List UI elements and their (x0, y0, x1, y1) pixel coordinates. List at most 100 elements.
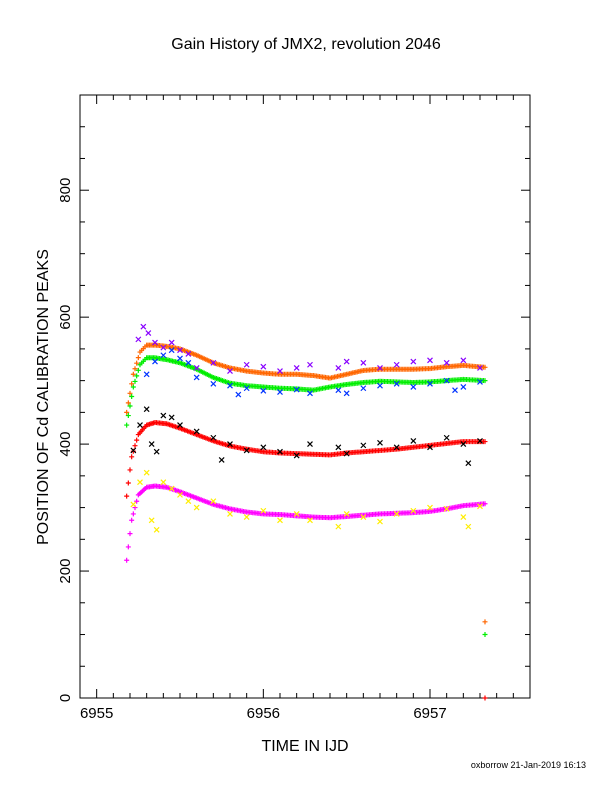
cross-marker (145, 330, 152, 336)
cross-marker (227, 441, 233, 448)
plus-marker (129, 381, 135, 387)
cross-marker (243, 447, 250, 454)
cross-marker (148, 517, 155, 524)
plus-marker (129, 394, 135, 399)
plus-marker (134, 360, 140, 366)
plus-marker (134, 498, 140, 504)
cross-marker (210, 359, 217, 366)
cross-marker (343, 358, 350, 365)
cross-marker (393, 511, 400, 517)
cross-marker (307, 441, 313, 448)
plus-marker (482, 632, 488, 638)
cross-marker (168, 347, 175, 354)
cross-marker (152, 358, 158, 365)
plus-marker (482, 695, 488, 701)
cross-marker (293, 452, 300, 459)
cross-marker (477, 503, 483, 510)
cross-marker (160, 344, 167, 351)
footer-stamp: oxborrow 21-Jan-2019 16:13 (470, 760, 586, 770)
cross-marker (177, 355, 183, 362)
plus-marker (124, 493, 130, 499)
cross-marker (307, 390, 313, 397)
plus-marker (130, 511, 136, 517)
y-tick-label: 800 (57, 178, 74, 203)
cross-marker (168, 339, 175, 346)
axis-ticks: 6955 6956 6957 0 200 400 600 800 (57, 94, 531, 722)
cross-marker (335, 365, 342, 371)
cross-marker (307, 517, 313, 524)
cross-marker (410, 438, 417, 444)
cross-marker (160, 412, 167, 419)
cross-marker (168, 485, 175, 492)
cross-marker (143, 469, 150, 476)
x-tick-label: 6956 (247, 705, 280, 722)
cross-marker (177, 422, 183, 428)
cross-marker (335, 523, 342, 530)
plus-marker (482, 619, 488, 625)
cross-marker (260, 444, 267, 451)
cross-marker (218, 457, 225, 463)
cross-marker (243, 514, 250, 521)
chart-title: Gain History of JMX2, revolution 2046 (171, 36, 441, 53)
cross-marker (227, 511, 233, 517)
cross-marker (177, 491, 183, 498)
cross-marker (377, 518, 383, 525)
cross-marker (443, 377, 450, 384)
cross-marker (185, 351, 192, 357)
cross-marker (460, 384, 467, 390)
cross-marker (293, 386, 300, 393)
cross-marker (143, 406, 150, 413)
cross-marker (377, 382, 383, 389)
x-axis-label: TIME IN IJD (261, 738, 349, 755)
cross-marker (193, 374, 200, 381)
cross-marker (452, 387, 458, 394)
plus-marker (132, 378, 138, 384)
cross-marker (410, 384, 417, 390)
cross-marker (243, 385, 250, 392)
cross-marker (410, 358, 417, 365)
cross-marker (460, 441, 467, 448)
cross-marker (477, 438, 483, 444)
plot-frame (79, 94, 531, 699)
cross-marker (343, 390, 350, 397)
cross-marker (293, 365, 300, 371)
cross-marker (185, 498, 192, 505)
cross-marker (260, 387, 267, 394)
cross-marker (143, 371, 150, 378)
cross-marker (160, 479, 167, 486)
cross-marker (360, 442, 367, 449)
plus-marker (127, 390, 133, 396)
plus-marker (129, 454, 135, 460)
cross-marker (193, 365, 200, 371)
plus-marker (125, 400, 131, 406)
cross-marker (443, 359, 450, 366)
cross-marker (210, 434, 217, 441)
cross-marker (243, 361, 250, 368)
cross-marker (307, 361, 313, 368)
cross-marker (335, 444, 342, 451)
cross-marker (477, 365, 483, 371)
plus-marker (482, 378, 488, 384)
plus-marker (130, 384, 136, 390)
cross-marker (427, 380, 433, 387)
y-tick-label: 400 (57, 432, 74, 457)
cross-marker (260, 363, 267, 370)
plus-marker (124, 409, 130, 415)
cross-marker (137, 422, 143, 428)
plus-marker (127, 467, 133, 473)
plus-marker (482, 439, 488, 445)
cross-marker (277, 448, 283, 455)
plus-marker (135, 367, 141, 373)
cross-marker (360, 385, 367, 392)
cross-marker (427, 444, 433, 451)
cross-marker (465, 460, 472, 467)
cross-marker (130, 447, 137, 454)
cross-marker (153, 448, 160, 455)
cross-marker (160, 352, 167, 359)
plus-marker (124, 557, 130, 563)
x-tick-label: 6955 (80, 705, 113, 722)
plus-marker (125, 413, 131, 419)
cross-marker (210, 498, 217, 505)
cross-marker (410, 507, 417, 514)
